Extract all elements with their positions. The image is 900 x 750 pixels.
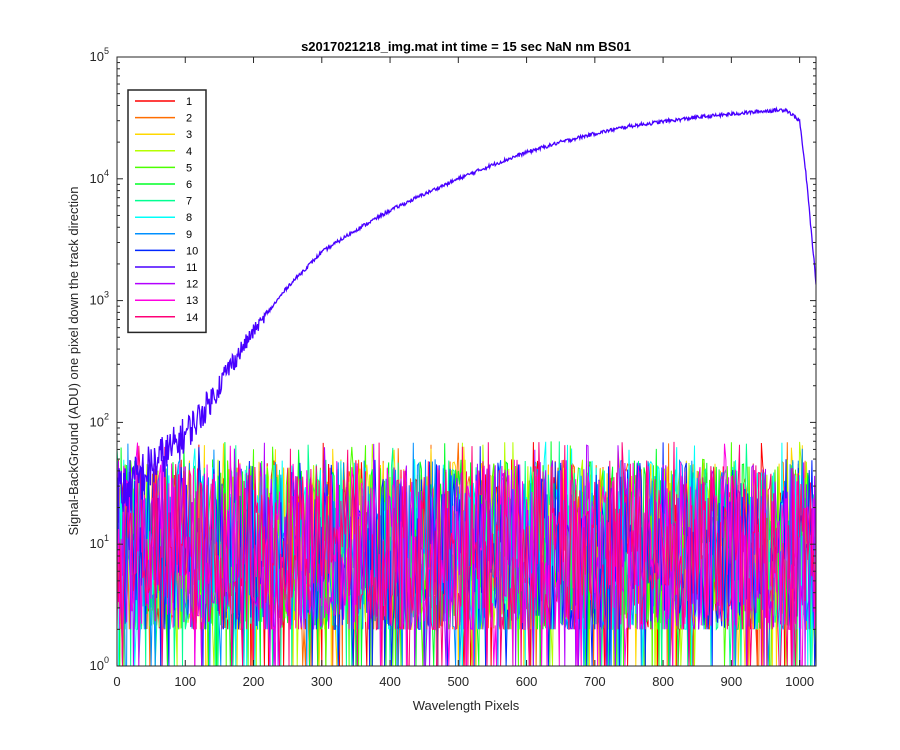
ticks: 0 100 200 300 400 500 600 700 800 900 100010010110… [90, 46, 816, 689]
x-tick-label: 0 [113, 674, 120, 689]
axes-box [116, 56, 817, 667]
y-tick-label: 103 [90, 290, 109, 308]
chart-title: s2017021218_img.mat int time = 15 sec Na… [301, 39, 631, 54]
legend-label-8: 8 [186, 212, 192, 224]
legend-label-14: 14 [186, 312, 198, 324]
x-tick-label: 200 [243, 674, 265, 689]
legend-label-5: 5 [186, 162, 192, 174]
x-tick-label: 1000 [785, 674, 814, 689]
legend-label-1: 1 [186, 96, 192, 108]
y-tick-label: 100 [90, 655, 109, 673]
x-tick-label: 800 [652, 674, 674, 689]
series-line-13 [117, 442, 816, 666]
legend-label-11: 11 [186, 262, 197, 274]
legend-label-7: 7 [186, 196, 192, 208]
x-axis-label: Wavelength Pixels [413, 698, 520, 713]
legend-label-10: 10 [186, 245, 198, 257]
legend-label-4: 4 [186, 146, 192, 158]
data-layer [117, 106, 816, 666]
legend-box [127, 89, 207, 334]
x-tick-label: 300 [311, 674, 333, 689]
series-line-14 [117, 441, 816, 666]
legend-label-6: 6 [186, 179, 192, 191]
legend-label-12: 12 [186, 279, 198, 291]
series-line-11 [117, 106, 816, 523]
axes-frame [116, 56, 817, 667]
x-tick-label: 700 [584, 674, 606, 689]
legend-label-3: 3 [186, 129, 192, 141]
y-axis-label: Signal-BackGround (ADU) one pixel down t… [66, 186, 81, 535]
y-tick-label: 104 [90, 168, 109, 186]
x-tick-label: 600 [516, 674, 538, 689]
x-tick-label: 100 [174, 674, 196, 689]
legend-label-13: 13 [186, 295, 198, 307]
legend-label-2: 2 [186, 113, 192, 125]
x-tick-label: 500 [447, 674, 469, 689]
y-tick-label: 102 [90, 411, 109, 429]
x-tick-label: 900 [721, 674, 743, 689]
x-tick-label: 400 [379, 674, 401, 689]
y-tick-label: 105 [90, 46, 109, 64]
y-tick-label: 101 [90, 533, 109, 551]
legend-label-9: 9 [186, 229, 192, 241]
